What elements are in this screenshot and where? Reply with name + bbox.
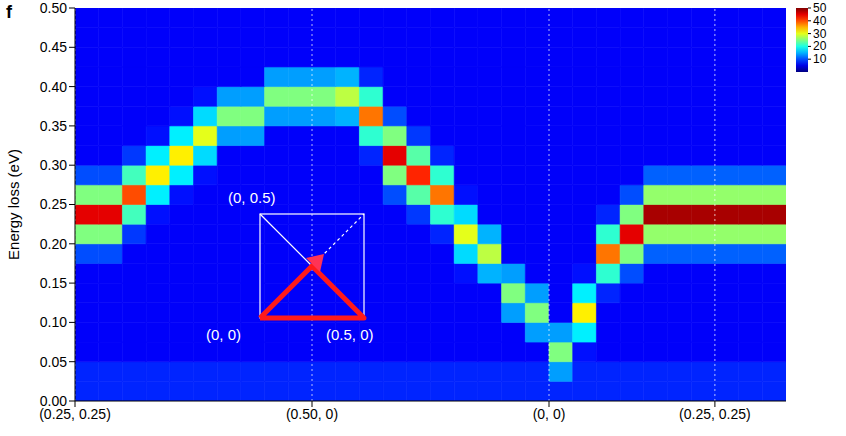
svg-text:(0.25, 0.25): (0.25, 0.25) bbox=[39, 405, 111, 422]
svg-text:10: 10 bbox=[813, 52, 827, 66]
svg-text:0.45: 0.45 bbox=[40, 39, 67, 55]
svg-text:0.40: 0.40 bbox=[40, 79, 67, 95]
svg-text:Energy loss (eV): Energy loss (eV) bbox=[5, 149, 22, 260]
svg-text:(0, 0.5): (0, 0.5) bbox=[228, 189, 276, 206]
svg-text:40: 40 bbox=[813, 14, 827, 28]
svg-text:0.20: 0.20 bbox=[40, 236, 67, 252]
svg-text:f: f bbox=[6, 2, 13, 22]
svg-text:0.35: 0.35 bbox=[40, 118, 67, 134]
svg-text:(0.5, 0): (0.5, 0) bbox=[326, 326, 374, 343]
svg-text:0.15: 0.15 bbox=[40, 275, 67, 291]
svg-text:30: 30 bbox=[813, 27, 827, 41]
svg-text:20: 20 bbox=[813, 39, 827, 53]
svg-text:0.50: 0.50 bbox=[40, 0, 67, 16]
svg-text:(0, 0): (0, 0) bbox=[206, 326, 241, 343]
svg-text:0.30: 0.30 bbox=[40, 157, 67, 173]
svg-text:0.10: 0.10 bbox=[40, 314, 67, 330]
svg-text:50: 50 bbox=[813, 1, 827, 15]
svg-text:(0, 0): (0, 0) bbox=[533, 406, 566, 422]
svg-text:0.05: 0.05 bbox=[40, 354, 67, 370]
svg-text:(0.25, 0.25): (0.25, 0.25) bbox=[679, 406, 751, 422]
svg-text:0.00: 0.00 bbox=[40, 393, 67, 409]
svg-text:0.25: 0.25 bbox=[40, 196, 67, 212]
svg-text:(0.50, 0): (0.50, 0) bbox=[286, 406, 338, 422]
